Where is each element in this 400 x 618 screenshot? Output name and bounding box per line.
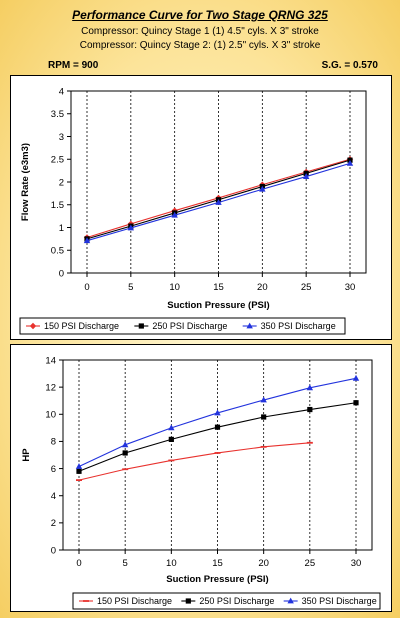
series-1-point-2 bbox=[168, 436, 174, 442]
x-tick-label-3: 15 bbox=[212, 558, 223, 569]
series-1-point-3 bbox=[214, 424, 221, 430]
legend-marker-2 bbox=[246, 322, 253, 329]
y-tick-label-6: 12 bbox=[45, 382, 56, 393]
series-2-point-0 bbox=[75, 463, 83, 469]
series-2-point-2 bbox=[171, 211, 178, 218]
legend-label-0: 150 PSI Discharge bbox=[97, 596, 172, 606]
x-tick-label-2: 10 bbox=[166, 558, 177, 569]
flow-rate-chart: 0 0.5 1 1.5 2 2.5 3 3.5 4 0 5 10 15 20 25 30 Suction Pre… bbox=[19, 86, 367, 335]
plot-area bbox=[62, 359, 373, 551]
y-tick-label-7: 14 bbox=[45, 355, 56, 366]
series-0-point-4 bbox=[260, 445, 267, 448]
legend-box bbox=[72, 592, 381, 610]
series-0-point-5 bbox=[306, 441, 313, 444]
y-tick-label-1: 0.5 bbox=[51, 246, 64, 257]
x-tick-label-5: 25 bbox=[301, 282, 312, 293]
x-tick-label-4: 20 bbox=[257, 282, 268, 293]
series-2-point-5 bbox=[306, 384, 314, 391]
legend-marker-0 bbox=[83, 600, 89, 602]
series-2-point-3 bbox=[214, 409, 221, 416]
y-axis-title: HP bbox=[21, 448, 32, 462]
compressor-stage-1-line: Compressor: Quincy Stage 1 (1) 4.5" cyls… bbox=[81, 26, 319, 37]
y-tick-label-4: 2 bbox=[59, 177, 64, 188]
rpm-label: RPM = 900 bbox=[48, 60, 99, 71]
page-title: Performance Curve for Two Stage QRNG 325 bbox=[72, 8, 328, 22]
x-axis-title: Suction Pressure (PSI) bbox=[166, 574, 268, 585]
y-tick-label-5: 10 bbox=[45, 410, 56, 421]
x-tick-label-2: 10 bbox=[169, 282, 180, 293]
series-1-point-1 bbox=[122, 450, 128, 456]
legend-label-1: 250 PSI Discharge bbox=[199, 596, 274, 606]
y-tick-label-8: 4 bbox=[59, 86, 64, 97]
x-tick-label-3: 15 bbox=[213, 282, 224, 293]
y-tick-label-2: 4 bbox=[51, 491, 56, 502]
legend-label-2: 350 PSI Discharge bbox=[261, 321, 336, 331]
y-tick-label-0: 0 bbox=[59, 268, 64, 279]
legend-marker-1 bbox=[138, 323, 144, 329]
legend-label-0: 150 PSI Discharge bbox=[44, 321, 119, 331]
y-tick-label-7: 3.5 bbox=[51, 109, 64, 120]
series-1-point-5 bbox=[307, 406, 313, 413]
x-tick-label-4: 20 bbox=[258, 558, 269, 569]
series-0-point-0 bbox=[76, 479, 82, 482]
x-tick-label-6: 30 bbox=[351, 558, 362, 569]
x-tick-label-0: 0 bbox=[76, 558, 81, 569]
y-tick-label-5: 2.5 bbox=[51, 155, 64, 166]
y-tick-label-3: 1.5 bbox=[51, 200, 64, 211]
y-tick-label-6: 3 bbox=[59, 132, 64, 143]
y-tick-label-3: 6 bbox=[51, 464, 56, 475]
series-line-0 bbox=[78, 442, 310, 481]
x-tick-label-1: 5 bbox=[123, 558, 128, 569]
horsepower-chart: 0 2 4 6 8 10 12 14 0 5 10 15 20 25 30 Suction Pressure … bbox=[21, 355, 381, 610]
legend-label-1: 250 PSI Discharge bbox=[152, 321, 227, 331]
y-tick-label-0: 0 bbox=[51, 545, 56, 556]
x-tick-label-1: 5 bbox=[128, 282, 133, 293]
series-1-point-0 bbox=[76, 468, 82, 474]
x-tick-label-5: 25 bbox=[305, 558, 316, 569]
hp-chart-panel: 0 2 4 6 8 10 12 14 0 5 10 15 20 25 30 Suction Pressure … bbox=[10, 344, 392, 612]
legend-box bbox=[19, 317, 346, 335]
x-axis-title: Suction Pressure (PSI) bbox=[167, 300, 269, 311]
x-tick-label-0: 0 bbox=[84, 282, 89, 293]
x-tick-label-6: 30 bbox=[345, 282, 356, 293]
series-0-point-2 bbox=[168, 459, 175, 462]
series-1-point-4 bbox=[261, 414, 267, 420]
series-2-point-4 bbox=[260, 396, 267, 403]
series-2-point-4 bbox=[259, 185, 266, 192]
series-2-point-3 bbox=[215, 199, 222, 205]
series-2-point-1 bbox=[121, 441, 129, 448]
y-axis-title: Flow Rate (e3m3) bbox=[20, 143, 31, 221]
legend-marker-2 bbox=[287, 597, 294, 604]
legend-label-2: 350 PSI Discharge bbox=[302, 596, 377, 606]
series-2-point-5 bbox=[302, 173, 310, 179]
legend-marker-1 bbox=[185, 598, 191, 604]
compressor-stage-2-line: Compressor: Quincy Stage 2: (1) 2.5" cyl… bbox=[79, 40, 321, 51]
sg-label: S.G. = 0.570 bbox=[321, 60, 378, 71]
y-tick-label-4: 8 bbox=[51, 437, 56, 448]
series-2-point-6 bbox=[352, 374, 360, 381]
series-2-point-1 bbox=[127, 224, 135, 231]
series-2-point-0 bbox=[83, 237, 91, 244]
series-2-point-2 bbox=[168, 424, 175, 431]
series-2-point-6 bbox=[346, 159, 354, 166]
y-tick-label-1: 2 bbox=[51, 518, 56, 529]
series-0-point-1 bbox=[122, 468, 129, 471]
plot-area bbox=[70, 90, 367, 274]
legend-marker-0 bbox=[29, 322, 37, 330]
flow-chart-panel: 0 0.5 1 1.5 2 2.5 3 3.5 4 0 5 10 15 20 25 30 Suction Pre… bbox=[10, 75, 392, 340]
y-tick-label-2: 1 bbox=[59, 223, 64, 234]
series-1-point-6 bbox=[353, 400, 359, 406]
series-0-point-3 bbox=[214, 452, 221, 454]
